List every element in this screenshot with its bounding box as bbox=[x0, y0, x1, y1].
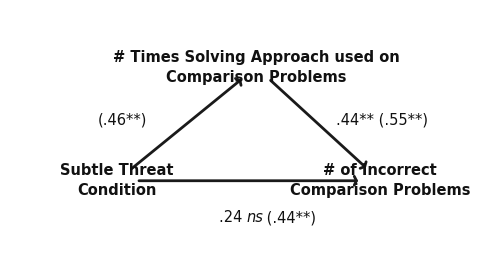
Text: .24: .24 bbox=[219, 210, 247, 225]
Text: # of Incorrect
Comparison Problems: # of Incorrect Comparison Problems bbox=[290, 163, 470, 198]
Text: (.46**): (.46**) bbox=[98, 112, 147, 127]
Text: # Times Solving Approach used on
Comparison Problems: # Times Solving Approach used on Compari… bbox=[113, 50, 400, 85]
Text: Subtle Threat
Condition: Subtle Threat Condition bbox=[60, 163, 174, 198]
Text: .44** (.55**): .44** (.55**) bbox=[336, 112, 428, 127]
Text: (.44**): (.44**) bbox=[262, 210, 316, 225]
Text: ns: ns bbox=[247, 210, 264, 225]
